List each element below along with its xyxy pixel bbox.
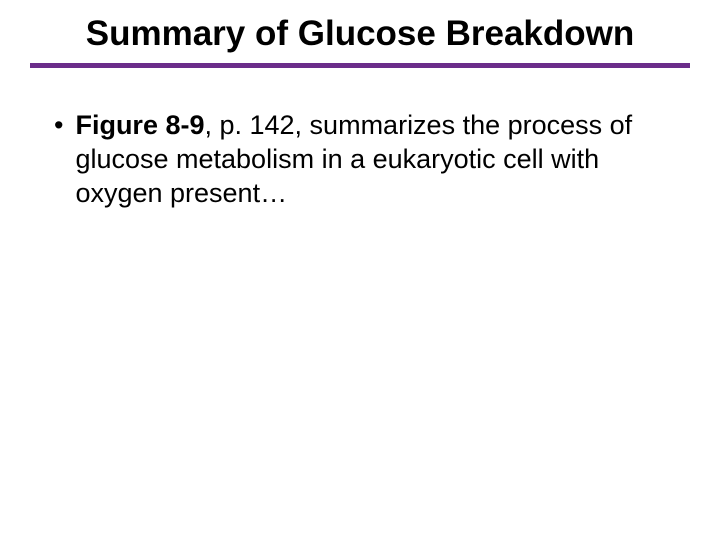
slide: Summary of Glucose Breakdown • Figure 8-… <box>0 0 720 540</box>
bullet-bold-prefix: Figure 8-9 <box>75 110 204 140</box>
slide-body: • Figure 8-9, p. 142, summarizes the pro… <box>54 108 674 210</box>
slide-title: Summary of Glucose Breakdown <box>0 14 720 54</box>
bullet-item: • Figure 8-9, p. 142, summarizes the pro… <box>54 108 674 210</box>
title-underline <box>30 63 690 68</box>
bullet-text: Figure 8-9, p. 142, summarizes the proce… <box>75 108 674 210</box>
bullet-marker: • <box>54 108 63 142</box>
